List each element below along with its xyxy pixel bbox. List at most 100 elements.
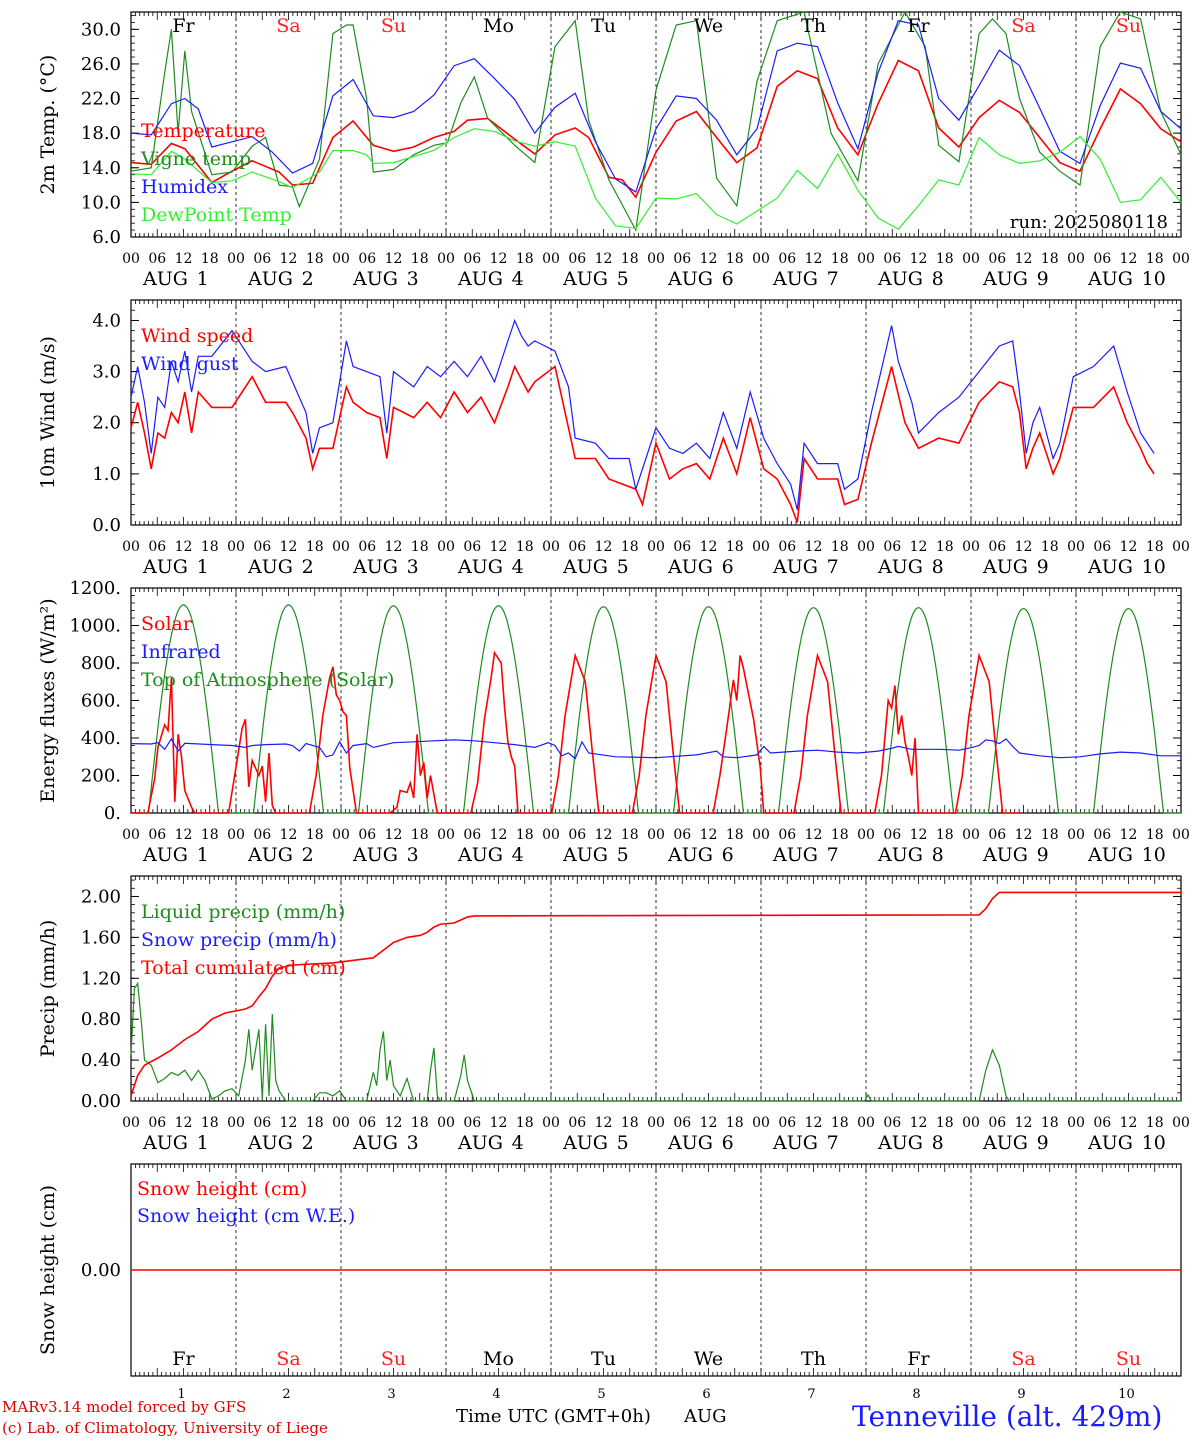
y-axis-label: 10m Wind (m/s) [37,336,59,489]
hour-tick-label: 06 [778,827,796,843]
hour-tick-label: 18 [1146,539,1164,555]
month-label: AUG [982,268,1028,290]
month-label: AUG [247,844,293,866]
hour-tick-label: 12 [1015,827,1033,843]
hour-tick-label: 12 [175,251,193,267]
hour-tick-label: 06 [253,539,271,555]
date-label: 1 [197,268,209,290]
series-top-of-atmosphere [131,604,1181,814]
hour-tick-label: 12 [910,251,928,267]
legend-entry: DewPoint Temp [141,204,292,226]
hour-tick-label: 12 [1015,539,1033,555]
date-label: 3 [407,556,419,578]
month-label: AUG [457,844,503,866]
credit-model: MARv3.14 model forced by GFS [2,1398,247,1416]
date-label: 4 [512,556,524,578]
hour-tick-label: 18 [831,827,849,843]
day-of-week-label: Su [381,15,406,37]
hour-tick-label: 06 [673,827,691,843]
legend-entry: Snow height (cm W.E.) [137,1205,355,1227]
hour-tick-label: 00 [1172,827,1190,843]
hour-tick-label: 12 [175,827,193,843]
hour-tick-label: 00 [437,827,455,843]
date-label: 4 [512,844,524,866]
hour-tick-label: 00 [857,827,875,843]
hour-tick-label: 18 [201,1115,219,1131]
hour-tick-label: 00 [857,1115,875,1131]
date-number-label: 3 [387,1387,395,1402]
month-label: AUG [247,556,293,578]
hour-tick-label: 06 [253,827,271,843]
date-label: 4 [512,1132,524,1154]
date-number-label: 5 [597,1387,605,1402]
hour-tick-label: 00 [647,539,665,555]
hour-tick-label: 18 [726,539,744,555]
hour-tick-label: 06 [673,251,691,267]
hour-tick-label: 00 [542,539,560,555]
day-of-week-label: Sa [1011,15,1035,37]
month-label: AUG [667,556,713,578]
hour-tick-label: 00 [962,1115,980,1131]
month-label: AUG [352,1132,398,1154]
y-tick-label: 0.40 [81,1050,121,1071]
date-label: 8 [932,1132,944,1154]
hour-tick-label: 06 [253,251,271,267]
hour-tick-label: 12 [280,539,298,555]
hour-tick-label: 00 [647,1115,665,1131]
date-label: 10 [1142,268,1166,290]
y-tick-label: 2.0 [92,413,121,434]
date-number-label: 8 [912,1387,920,1402]
hour-tick-label: 06 [358,1115,376,1131]
hour-tick-label: 00 [542,1115,560,1131]
plot-frame [130,587,1182,814]
date-label: 10 [1142,1132,1166,1154]
month-label: AUG [562,268,608,290]
y-tick-label: 18.0 [81,123,121,144]
date-label: 9 [1037,268,1049,290]
hour-tick-label: 06 [358,251,376,267]
day-of-week-label: Th [801,15,826,37]
hour-tick-label: 06 [883,539,901,555]
date-label: 8 [932,556,944,578]
hour-tick-label: 12 [700,1115,718,1131]
month-label: AUG [352,844,398,866]
y-tick-label: 0.00 [81,1091,121,1112]
hour-tick-label: 00 [1067,1115,1085,1131]
hour-tick-label: 00 [752,251,770,267]
y-tick-label: 26.0 [81,54,121,75]
legend-entry: Liquid precip (mm/h) [141,901,345,923]
date-label: 10 [1142,844,1166,866]
hour-tick-label: 00 [542,827,560,843]
day-of-week-label: Mo [483,15,514,37]
hour-tick-label: 00 [1067,251,1085,267]
hour-tick-label: 18 [306,1115,324,1131]
hour-tick-label: 18 [516,1115,534,1131]
hour-tick-label: 12 [805,539,823,555]
y-tick-label: 30.0 [81,19,121,40]
month-label: AUG [457,556,503,578]
y-tick-label: 0. [104,803,121,824]
hour-tick-label: 12 [595,251,613,267]
date-label: 9 [1037,844,1049,866]
day-of-week-label: Sa [276,1348,300,1370]
hour-tick-label: 00 [227,1115,245,1131]
date-label: 5 [617,1132,629,1154]
month-label: AUG [457,268,503,290]
month-label: AUG [772,556,818,578]
hour-tick-label: 18 [306,827,324,843]
hour-tick-label: 18 [621,539,639,555]
hour-tick-label: 00 [437,539,455,555]
hour-tick-label: 18 [411,251,429,267]
hour-tick-label: 12 [385,539,403,555]
month-label: AUG [247,1132,293,1154]
day-of-week-label: Tu [591,15,616,37]
month-label: AUG [772,1132,818,1154]
legend-entry: Wind gust [141,353,239,375]
y-tick-label: 10.0 [81,192,121,213]
hour-tick-label: 06 [568,251,586,267]
hour-tick-label: 18 [936,539,954,555]
date-number-label: 7 [807,1387,815,1402]
day-of-week-label: Th [801,1348,826,1370]
hour-tick-label: 00 [332,539,350,555]
hour-tick-label: 12 [1120,251,1138,267]
